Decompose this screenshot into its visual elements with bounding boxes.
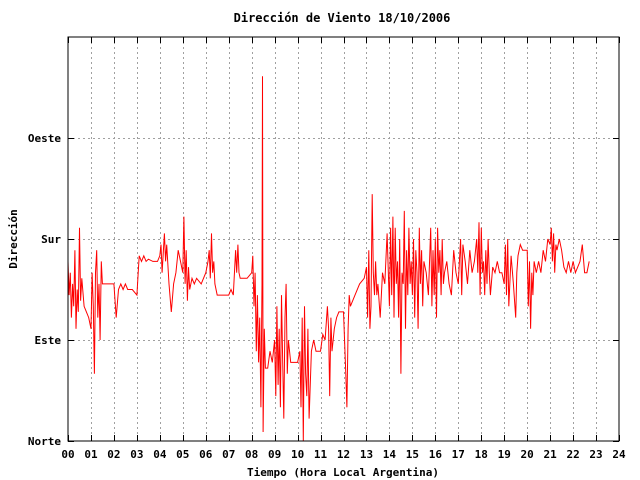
x-tick-label: 19: [498, 448, 511, 461]
x-tick-label: 17: [452, 448, 465, 461]
x-tick-label: 01: [84, 448, 98, 461]
x-tick-label: 21: [544, 448, 558, 461]
x-tick-label: 05: [176, 448, 189, 461]
x-axis-label: Tiempo (Hora Local Argentina): [247, 466, 439, 479]
x-tick-label: 15: [406, 448, 419, 461]
x-tick-label: 14: [383, 448, 397, 461]
x-tick-label: 02: [107, 448, 120, 461]
y-tick-labels: Norte Este Sur Oeste: [28, 132, 61, 448]
x-tick-label: 18: [475, 448, 488, 461]
y-tick-label: Sur: [41, 233, 61, 246]
x-tick-label: 23: [589, 448, 602, 461]
x-tick-label: 09: [268, 448, 281, 461]
x-tick-label: 04: [153, 448, 167, 461]
x-tick-label: 07: [222, 448, 235, 461]
series-line-0: [67, 76, 590, 442]
y-axis-label: Dirección: [7, 209, 20, 269]
x-tick-label: 24: [612, 448, 626, 461]
y-tick-label: Norte: [28, 435, 61, 448]
grid-lines: [68, 37, 619, 441]
x-tick-label: 03: [130, 448, 143, 461]
x-tick-labels: 00 01 02 03 04 05 06 07 08 09 10 11 12 13 14 15 16 17 18 19…: [61, 448, 626, 461]
x-tick-label: 16: [429, 448, 443, 461]
x-tick-label: 13: [360, 448, 373, 461]
x-tick-label: 12: [337, 448, 350, 461]
series-layer: [67, 76, 590, 442]
x-tick-label: 22: [566, 448, 579, 461]
chart-title: Dirección de Viento 18/10/2006: [234, 11, 451, 25]
x-tick-label: 00: [61, 448, 74, 461]
ticks: [68, 37, 620, 442]
x-tick-label: 06: [199, 448, 213, 461]
y-tick-label: Este: [35, 334, 62, 347]
x-tick-label: 10: [291, 448, 304, 461]
y-tick-label: Oeste: [28, 132, 61, 145]
x-tick-label: 11: [314, 448, 328, 461]
x-tick-label: 08: [245, 448, 258, 461]
x-tick-label: 20: [521, 448, 534, 461]
